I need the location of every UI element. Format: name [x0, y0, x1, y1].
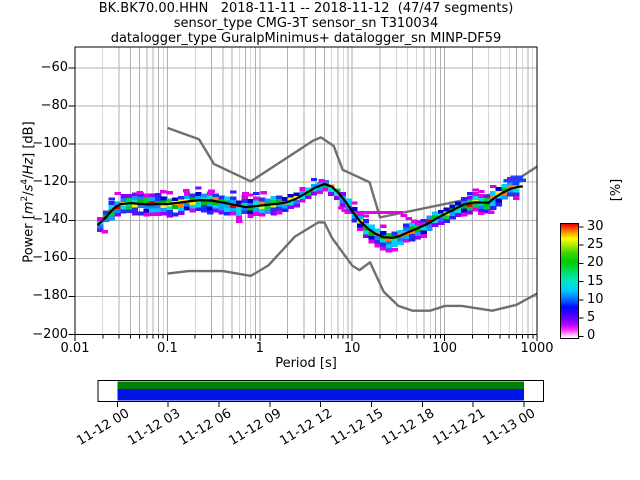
plot-subtitle-datalogger: datalogger_type GuralpMinimus+ datalogge…: [110, 31, 502, 46]
peterson_nlnm: [167, 221, 538, 312]
y-tick-label: −180: [32, 288, 68, 304]
x-tick-label: 10: [343, 341, 361, 356]
colorbar-tick-label: 25: [587, 237, 604, 253]
colorbar-tick-label: 5: [587, 310, 596, 326]
timeline-coverage-bar: [97, 380, 544, 407]
x-tick-label: 0.1: [157, 341, 178, 356]
x-tick-label: 1000: [520, 341, 554, 356]
x-axis-label: Period [s]: [275, 356, 337, 371]
x-tick-label: 0.01: [60, 341, 90, 356]
ppsd-histogram-cells: [97, 175, 526, 253]
colorbar-tick-label: 30: [587, 219, 604, 234]
ppsd-mode-curve: [96, 183, 523, 239]
colorbar-tick-label: 15: [587, 273, 604, 289]
y-tick-label: −160: [32, 250, 68, 266]
colorbar-tick-label: 20: [587, 255, 604, 271]
colorbar-tick-label: 0: [587, 328, 596, 344]
grid-lines: [75, 47, 537, 335]
plot-title: BK.BK70.00.HHN 2018-11-11 -- 2018-11-12 …: [98, 1, 514, 16]
x-tick-label: 1: [255, 341, 264, 356]
plot-subtitle-sensor: sensor_type CMG-3T sensor_sn T310034: [173, 16, 439, 31]
colorbar-gradient: [559, 222, 579, 339]
timeline-kept-segments-bar: [117, 381, 524, 389]
y-tick-label: −200: [32, 326, 68, 342]
y-tick-label: −120: [32, 174, 68, 190]
x-tick-label: 100: [432, 341, 457, 356]
y-tick-label: −60: [40, 59, 68, 75]
y-tick-label: −140: [32, 212, 68, 228]
y-tick-label: −80: [40, 98, 68, 114]
y-tick-label: −100: [32, 136, 68, 152]
timeline-data-coverage-bar: [117, 388, 524, 401]
mode-curve-line: [96, 183, 523, 239]
colorbar-tick-label: 10: [587, 291, 604, 307]
colorbar-label: [%]: [609, 178, 624, 202]
axes-frame-ticks: [68, 46, 584, 341]
